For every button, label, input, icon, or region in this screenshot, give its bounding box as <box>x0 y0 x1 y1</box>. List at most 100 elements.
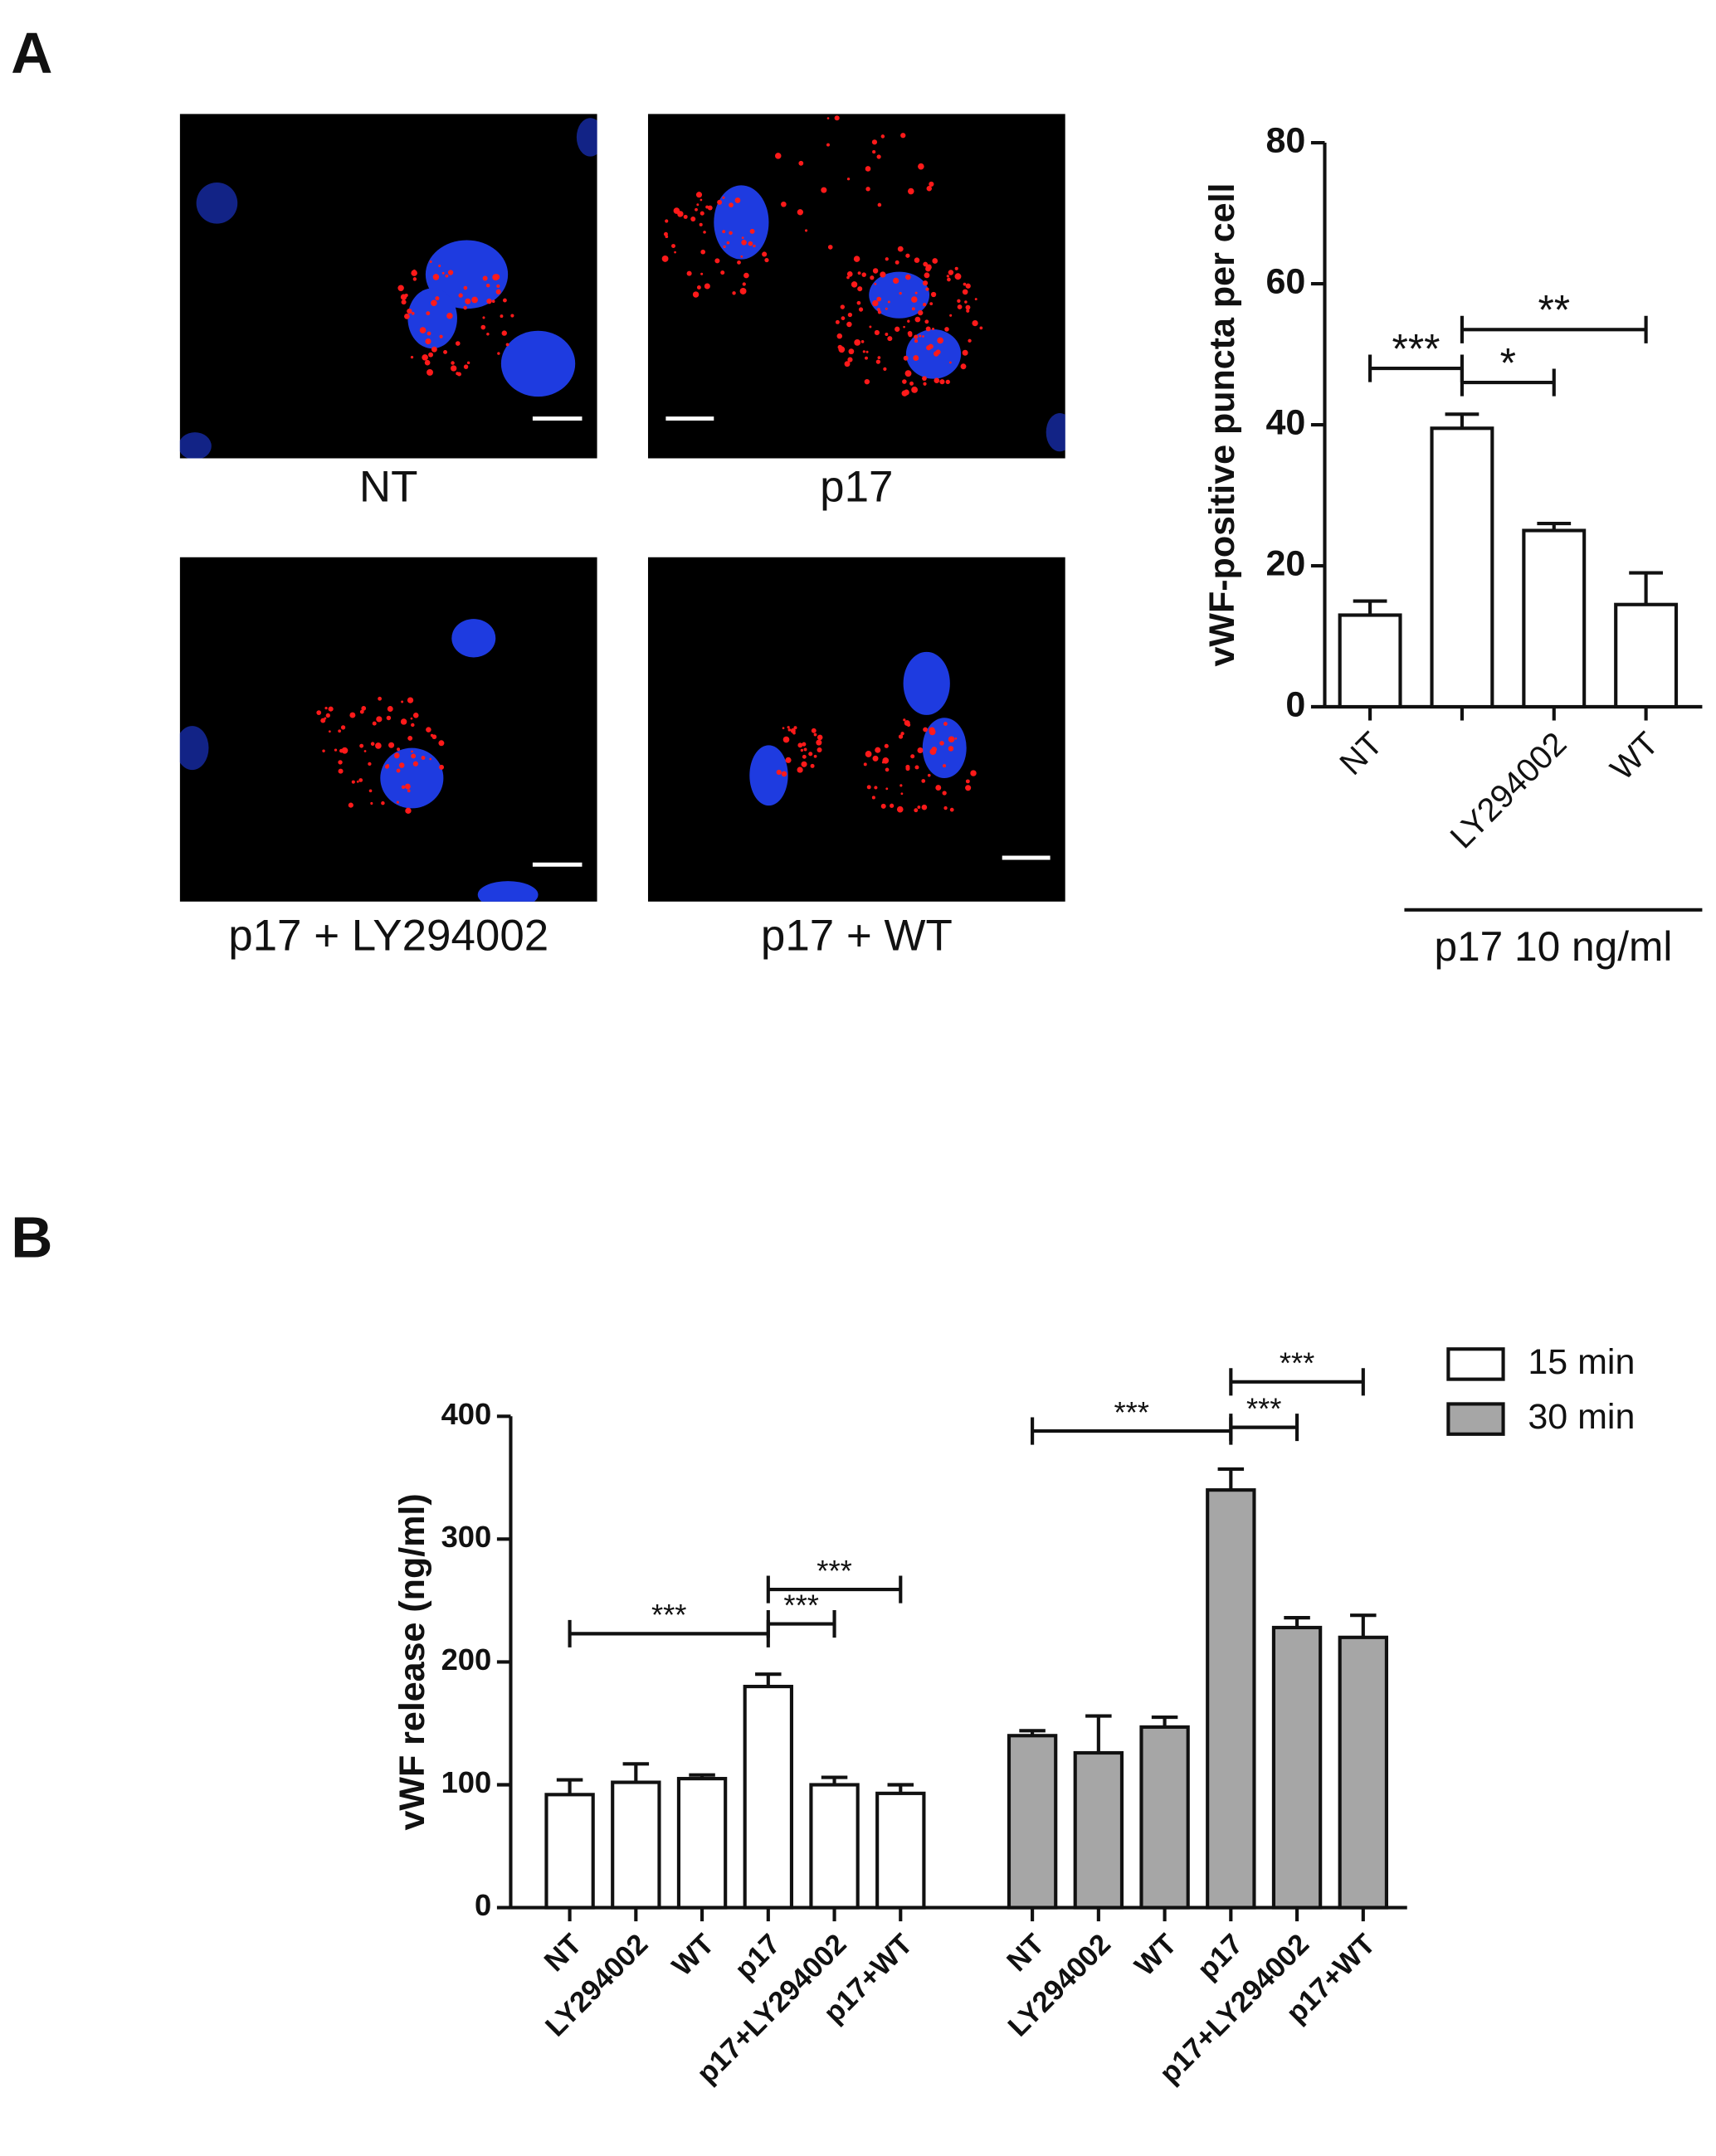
puncta <box>929 302 934 305</box>
puncta <box>942 791 947 796</box>
puncta <box>482 275 488 281</box>
significance-bracket <box>1229 1368 1365 1396</box>
puncta <box>922 303 927 307</box>
puncta <box>895 326 900 332</box>
puncta <box>451 361 455 365</box>
puncta <box>813 754 817 758</box>
puncta <box>943 722 948 726</box>
error-bar <box>556 1778 583 1795</box>
puncta <box>384 764 389 769</box>
puncta <box>864 378 870 385</box>
puncta <box>816 739 822 746</box>
puncta <box>911 307 915 311</box>
puncta <box>885 307 888 310</box>
puncta <box>899 291 902 295</box>
puncta <box>885 767 890 772</box>
puncta <box>381 801 385 805</box>
panel-label: A <box>11 21 52 85</box>
y-axis-label: vWF release (ng/ml) <box>392 1493 432 1830</box>
puncta <box>874 282 877 285</box>
nucleus <box>380 747 444 809</box>
puncta <box>877 310 882 314</box>
significance-bracket <box>1460 315 1648 343</box>
puncta <box>914 316 921 323</box>
puncta <box>877 356 881 359</box>
puncta <box>803 747 807 752</box>
puncta <box>723 245 726 248</box>
significance-label: *** <box>1280 1346 1314 1380</box>
puncta <box>885 257 889 261</box>
puncta <box>782 727 785 730</box>
puncta <box>811 728 817 733</box>
significance-label: *** <box>817 1554 851 1588</box>
nucleus <box>749 745 788 806</box>
puncta <box>363 750 367 752</box>
puncta <box>692 291 700 298</box>
puncta <box>782 736 790 743</box>
puncta <box>860 339 865 343</box>
puncta <box>674 251 676 254</box>
puncta <box>424 359 431 366</box>
puncta <box>851 281 858 288</box>
legend-label: 30 min <box>1528 1397 1635 1437</box>
puncta <box>970 770 977 776</box>
puncta <box>496 284 500 288</box>
puncta <box>948 736 955 743</box>
bar <box>1271 1625 1323 1910</box>
y-tick-label: 60 <box>1265 261 1305 301</box>
puncta <box>375 742 382 749</box>
puncta <box>404 783 411 790</box>
bar <box>809 1783 860 1910</box>
significance-bracket <box>766 1609 836 1638</box>
y-tick-label: 400 <box>441 1397 492 1431</box>
puncta <box>974 298 977 301</box>
puncta <box>826 143 830 147</box>
puncta <box>893 277 899 285</box>
puncta <box>665 219 669 223</box>
puncta <box>949 314 953 317</box>
puncta <box>410 355 414 359</box>
puncta <box>910 754 915 759</box>
nucleus <box>477 881 539 902</box>
puncta <box>846 275 850 280</box>
puncta <box>695 207 698 212</box>
puncta <box>797 742 803 748</box>
puncta <box>404 294 408 298</box>
puncta <box>885 787 889 791</box>
puncta <box>426 727 431 732</box>
significance-label: *** <box>783 1588 818 1622</box>
puncta <box>426 311 431 316</box>
puncta <box>785 757 792 763</box>
micrograph-caption: p17 <box>820 463 893 512</box>
puncta <box>924 272 930 279</box>
puncta <box>914 765 919 770</box>
puncta <box>919 334 922 338</box>
puncta <box>872 299 879 307</box>
group-label: p17 10 ng/ml <box>1434 923 1672 970</box>
puncta <box>810 763 815 768</box>
y-tick-label: 80 <box>1265 120 1305 160</box>
puncta <box>324 717 327 720</box>
puncta <box>960 363 967 370</box>
significance-bracket <box>1460 368 1556 397</box>
puncta <box>425 338 431 345</box>
significance-label: *** <box>1246 1391 1281 1425</box>
puncta <box>471 296 478 304</box>
puncta <box>966 309 970 313</box>
puncta <box>833 106 838 111</box>
puncta <box>404 314 410 319</box>
puncta <box>925 264 932 270</box>
puncta <box>949 807 954 812</box>
puncta <box>902 379 907 384</box>
puncta <box>411 270 417 276</box>
puncta <box>497 352 500 355</box>
nucleus <box>407 288 457 349</box>
puncta <box>895 260 899 265</box>
puncta <box>407 736 413 741</box>
puncta <box>397 285 404 291</box>
puncta <box>429 260 432 263</box>
puncta <box>869 325 872 329</box>
puncta <box>386 715 392 721</box>
y-tick-label: 0 <box>1285 684 1305 724</box>
puncta <box>905 253 910 258</box>
